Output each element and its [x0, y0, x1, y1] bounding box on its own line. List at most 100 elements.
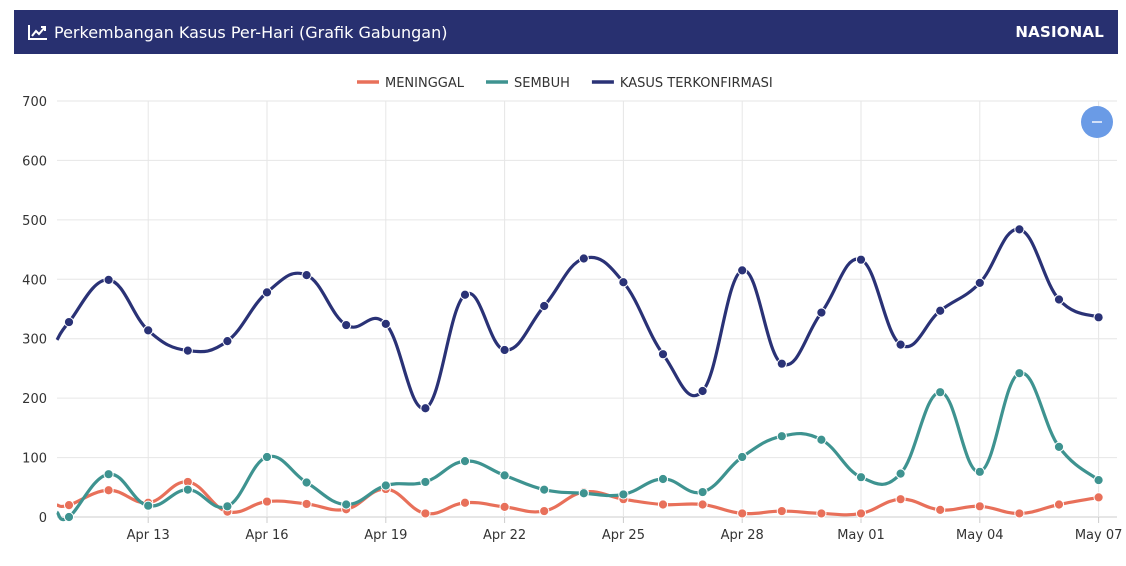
data-point-meninggal[interactable] — [1053, 499, 1065, 510]
data-point-kasus-terkonfirmasi[interactable] — [1093, 312, 1104, 323]
series-line-kasus-terkonfirmasi — [55, 227, 1100, 410]
data-point-kasus-terkonfirmasi[interactable] — [420, 403, 431, 414]
line-chart-icon — [28, 22, 48, 42]
data-point-sembuh[interactable] — [103, 469, 114, 480]
data-point-kasus-terkonfirmasi[interactable] — [935, 305, 946, 316]
x-tick-label: Apr 16 — [245, 528, 288, 543]
data-point-meninggal[interactable] — [420, 508, 431, 519]
data-point-sembuh[interactable] — [1014, 368, 1025, 379]
data-point-kasus-terkonfirmasi[interactable] — [103, 274, 114, 285]
y-tick-label: 0 — [39, 511, 47, 526]
data-point-kasus-terkonfirmasi[interactable] — [855, 254, 867, 265]
data-point-meninggal[interactable] — [816, 508, 827, 519]
data-point-meninggal[interactable] — [895, 494, 906, 505]
y-tick-label: 700 — [22, 95, 47, 110]
scope-badge: NASIONAL — [1015, 23, 1104, 41]
data-point-sembuh[interactable] — [816, 434, 827, 445]
data-point-kasus-terkonfirmasi[interactable] — [182, 345, 193, 356]
data-point-kasus-terkonfirmasi[interactable] — [657, 349, 669, 360]
data-point-kasus-terkonfirmasi[interactable] — [301, 270, 312, 281]
data-point-meninggal[interactable] — [935, 504, 946, 515]
data-point-sembuh[interactable] — [737, 451, 748, 463]
y-tick-label: 300 — [22, 333, 47, 348]
y-tick-label: 500 — [22, 214, 47, 229]
data-point-kasus-terkonfirmasi[interactable] — [222, 335, 233, 347]
data-point-kasus-terkonfirmasi[interactable] — [974, 277, 985, 288]
data-point-meninggal[interactable] — [261, 496, 273, 507]
data-point-sembuh[interactable] — [380, 480, 391, 491]
x-tick-label: May 07 — [1075, 528, 1123, 543]
data-point-sembuh[interactable] — [974, 466, 985, 477]
series-line-meninggal — [56, 480, 1099, 517]
x-tick-label: Apr 25 — [602, 528, 645, 543]
data-point-kasus-terkonfirmasi[interactable] — [459, 289, 471, 300]
y-tick-label: 600 — [22, 154, 47, 169]
data-point-kasus-terkonfirmasi[interactable] — [1014, 224, 1025, 235]
data-point-sembuh[interactable] — [222, 501, 233, 512]
data-point-meninggal[interactable] — [63, 500, 75, 511]
x-tick-label: May 04 — [956, 528, 1004, 543]
data-point-meninggal[interactable] — [1014, 508, 1025, 519]
data-point-meninggal[interactable] — [776, 505, 787, 517]
data-point-kasus-terkonfirmasi[interactable] — [1053, 294, 1065, 305]
legend-label-sembuh[interactable]: SEMBUH — [514, 76, 570, 91]
data-point-sembuh[interactable] — [855, 472, 867, 483]
data-point-kasus-terkonfirmasi[interactable] — [776, 358, 787, 369]
data-point-kasus-terkonfirmasi[interactable] — [143, 325, 154, 336]
header-left: Perkembangan Kasus Per-Hari (Grafik Gabu… — [28, 22, 447, 42]
data-point-kasus-terkonfirmasi[interactable] — [63, 316, 75, 328]
y-tick-label: 400 — [22, 273, 47, 288]
legend-label-meninggal[interactable]: MENINGGAL — [385, 76, 465, 91]
data-point-sembuh[interactable] — [539, 484, 550, 495]
data-point-meninggal[interactable] — [657, 499, 669, 510]
data-point-meninggal[interactable] — [737, 508, 748, 519]
chart-header: Perkembangan Kasus Per-Hari (Grafik Gabu… — [14, 10, 1118, 54]
data-point-kasus-terkonfirmasi[interactable] — [578, 253, 589, 264]
data-point-meninggal[interactable] — [301, 498, 312, 510]
data-point-kasus-terkonfirmasi[interactable] — [499, 344, 510, 356]
data-point-meninggal[interactable] — [459, 497, 471, 508]
x-tick-label: May 01 — [837, 528, 885, 543]
data-point-sembuh[interactable] — [63, 511, 75, 523]
data-point-sembuh[interactable] — [143, 500, 154, 511]
data-point-kasus-terkonfirmasi[interactable] — [539, 300, 550, 312]
x-tick-label: Apr 22 — [483, 528, 526, 543]
data-point-sembuh[interactable] — [1093, 475, 1104, 486]
data-point-sembuh[interactable] — [341, 499, 352, 510]
data-point-sembuh[interactable] — [578, 488, 589, 499]
data-point-sembuh[interactable] — [301, 477, 312, 488]
data-point-kasus-terkonfirmasi[interactable] — [618, 277, 629, 288]
data-point-meninggal[interactable] — [855, 508, 867, 519]
data-point-meninggal[interactable] — [697, 499, 708, 510]
x-tick-label: Apr 13 — [127, 528, 170, 543]
data-point-sembuh[interactable] — [420, 476, 431, 488]
data-point-meninggal[interactable] — [499, 501, 510, 512]
data-point-sembuh[interactable] — [895, 468, 906, 479]
data-point-kasus-terkonfirmasi[interactable] — [341, 319, 352, 331]
data-point-sembuh[interactable] — [618, 489, 629, 500]
data-point-sembuh[interactable] — [499, 470, 510, 481]
data-point-sembuh[interactable] — [459, 456, 471, 467]
data-point-meninggal[interactable] — [103, 485, 114, 496]
data-point-kasus-terkonfirmasi[interactable] — [697, 385, 708, 397]
x-tick-label: Apr 19 — [364, 528, 407, 543]
data-point-kasus-terkonfirmasi[interactable] — [261, 287, 273, 298]
data-point-kasus-terkonfirmasi[interactable] — [816, 307, 827, 318]
y-tick-label: 200 — [22, 392, 47, 407]
data-point-sembuh[interactable] — [776, 431, 787, 442]
chart-title: Perkembangan Kasus Per-Hari (Grafik Gabu… — [54, 22, 448, 42]
legend-label-kasus-terkonfirmasi[interactable]: KASUS TERKONFIRMASI — [620, 76, 773, 91]
data-point-meninggal[interactable] — [974, 501, 985, 512]
data-point-sembuh[interactable] — [182, 484, 193, 495]
data-point-meninggal[interactable] — [539, 505, 550, 517]
data-point-kasus-terkonfirmasi[interactable] — [895, 339, 906, 350]
y-tick-label: 100 — [22, 452, 47, 467]
data-point-sembuh[interactable] — [1053, 441, 1065, 452]
data-point-meninggal[interactable] — [1093, 492, 1104, 503]
data-point-kasus-terkonfirmasi[interactable] — [380, 318, 391, 329]
data-point-sembuh[interactable] — [697, 486, 708, 498]
data-point-kasus-terkonfirmasi[interactable] — [737, 265, 748, 276]
data-point-sembuh[interactable] — [261, 451, 273, 463]
data-point-sembuh[interactable] — [657, 473, 669, 485]
data-point-sembuh[interactable] — [935, 387, 946, 398]
